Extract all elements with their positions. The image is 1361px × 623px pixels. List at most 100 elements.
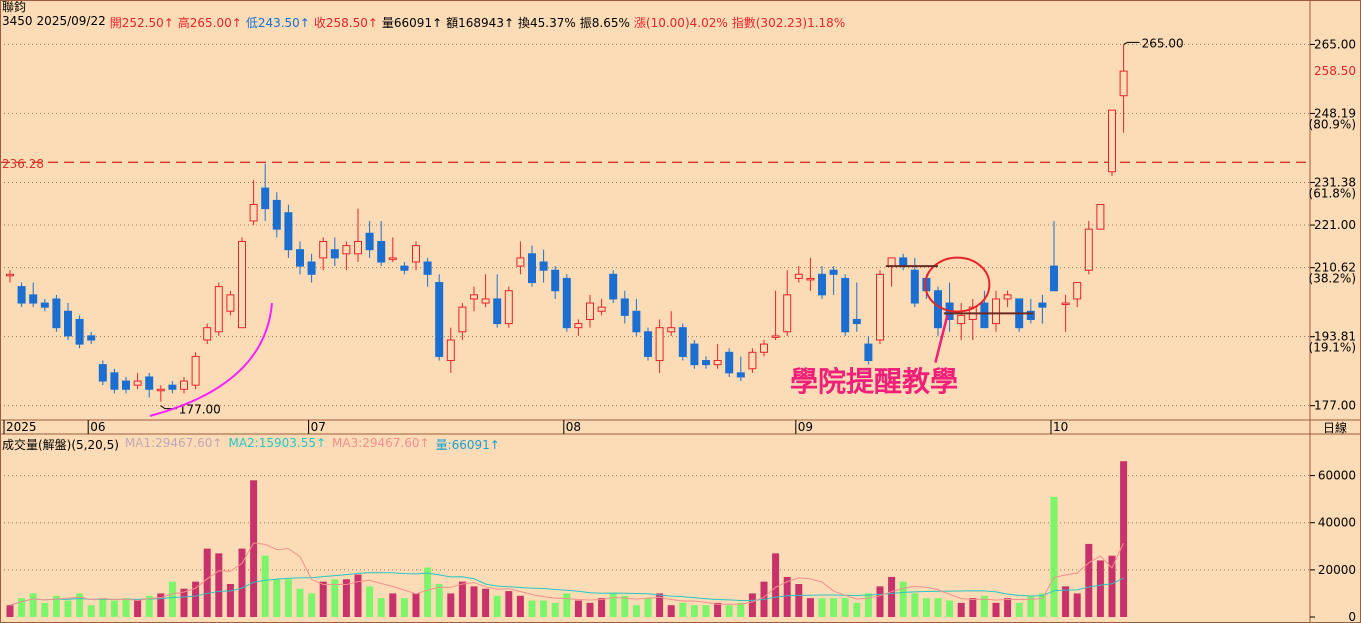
volume-bar [806, 598, 814, 617]
high-marker-line [1123, 41, 1140, 45]
timeframe-label[interactable]: 日線 [1323, 421, 1348, 435]
volume-bar [922, 598, 930, 617]
candle-body [586, 302, 594, 320]
volume-bar [586, 602, 594, 617]
candle-body [1061, 302, 1070, 306]
candle-body [806, 277, 815, 281]
candle-body [52, 298, 61, 329]
candle-body [423, 261, 432, 275]
candle-body [992, 298, 1000, 325]
candle-body [551, 269, 560, 292]
candle-body [1096, 204, 1105, 230]
date-label: 10 [1053, 420, 1068, 434]
volume-bar [1038, 593, 1046, 617]
price-tick-label: 231.38 [1314, 175, 1356, 189]
candle-body [829, 269, 838, 275]
candle-layer [6, 44, 1128, 402]
ma3-label: MA3:29467.60↑ [332, 436, 430, 450]
price-tick-label: (38.2%) [1309, 272, 1356, 286]
volume-bar [6, 605, 14, 617]
candle-body [446, 339, 455, 362]
volume-bar [690, 605, 698, 617]
volume-bar [992, 602, 1000, 617]
volume-bar [656, 593, 664, 617]
volume-bar [980, 595, 988, 617]
ma2-label: MA2:15903.55↑ [228, 436, 327, 450]
candle-body [272, 199, 281, 230]
candle-body [876, 273, 884, 341]
candle-body [342, 245, 351, 255]
price-tick-label: (19.1%) [1309, 341, 1356, 355]
volume-bar [1096, 560, 1104, 617]
volume-bar [830, 598, 838, 617]
volume-bar [284, 579, 292, 617]
annotation-text: 學院提醒教學 [790, 365, 959, 398]
price-tick-label: 248.19 [1314, 106, 1356, 120]
candle-body [864, 343, 873, 362]
candle-body [620, 298, 629, 316]
candle-body [6, 273, 14, 277]
candle-body [957, 314, 966, 325]
ma1-label: MA1:29467.60↑ [124, 436, 223, 450]
price-tick-label: 177.00 [1314, 399, 1356, 413]
volume-bar [505, 591, 513, 617]
volume-bar [157, 593, 165, 617]
candle-body [980, 302, 989, 329]
volume-bar [748, 593, 756, 617]
candle-body [690, 343, 699, 366]
candle-body [87, 335, 96, 341]
volume-bar [261, 555, 269, 617]
volume-bar [250, 480, 258, 617]
candle-body [818, 273, 826, 296]
candle-body [771, 335, 780, 338]
volume-bar [714, 602, 722, 617]
candle-body [412, 245, 420, 263]
candle-body [748, 351, 757, 370]
price-tick-label: (61.8%) [1309, 186, 1356, 200]
candle-body [145, 376, 154, 390]
date-label: 07 [311, 420, 326, 434]
quote-turnover: 換45.37% [518, 16, 576, 30]
volume-bar [389, 593, 397, 617]
volume-bar [1050, 496, 1058, 617]
quote-volume: 量66091↑ [381, 16, 443, 30]
volume-bar [598, 598, 606, 617]
volume-bar [110, 600, 118, 617]
candle-body [632, 310, 641, 333]
volume-bar [377, 598, 385, 617]
price-tick-label: 221.00 [1314, 218, 1356, 232]
annotation-pointer [934, 315, 949, 363]
candle-body [667, 327, 676, 333]
volume-bar [1120, 461, 1128, 617]
candle-body [481, 298, 490, 304]
volume-bar [354, 574, 362, 617]
volume-bar [226, 584, 234, 617]
volume-bar [180, 588, 188, 617]
volume-bar [192, 581, 200, 617]
candle-body [226, 294, 235, 312]
volume-bar [1073, 593, 1081, 617]
volume-bar [911, 593, 919, 617]
candle-body [1050, 265, 1058, 292]
volume-bar [632, 605, 640, 617]
volume-bar [667, 605, 675, 617]
volume-bar [145, 595, 153, 617]
stock-name: 聯鈞 [2, 0, 27, 14]
volume-bar [331, 579, 339, 617]
volume-bar [1062, 586, 1070, 617]
volume-bar [41, 602, 49, 617]
volume-bar [470, 586, 478, 617]
quote-low: 低243.50↑ [245, 16, 310, 30]
volume-bar [435, 584, 443, 617]
candle-body [678, 327, 687, 357]
quote-index: 指數(302.23)1.18% [731, 16, 846, 30]
candle-body [1073, 282, 1082, 300]
quote-change: 漲(10.00)4.02% [633, 16, 728, 30]
candle-body [261, 187, 270, 210]
volume-bar [29, 593, 37, 617]
volume-bar [540, 600, 548, 617]
volume-layer [6, 461, 1128, 617]
volume-tick-label: 20000 [1318, 563, 1356, 577]
